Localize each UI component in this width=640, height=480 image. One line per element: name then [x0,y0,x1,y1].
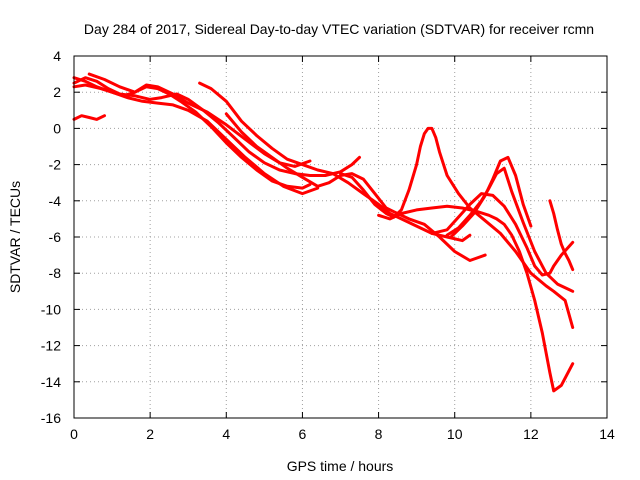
x-tick-label: 10 [447,426,463,442]
data-series [72,72,575,393]
series-track-13 [548,199,575,272]
series-track-8 [339,126,575,329]
y-tick-label: -10 [41,301,61,317]
y-tick-label: -14 [41,374,61,390]
x-tick-label: 12 [523,426,539,442]
y-tick-label: -8 [49,265,62,281]
y-tick-label: -2 [49,157,62,173]
x-axis-label: GPS time / hours [287,458,394,474]
series-track-11 [445,166,575,293]
x-tick-label: 0 [70,426,78,442]
x-tick-label: 4 [222,426,230,442]
y-tick-label: 2 [53,84,61,100]
axis-ticks: 0 2 4 6 8 10 12 14 -16 -14 -12 -10 -8 -6 -4 -2 0 2 4 [41,48,615,442]
x-tick-label: 8 [375,426,383,442]
x-tick-label: 6 [299,426,307,442]
series-track-6 [198,81,472,243]
series-track-9 [377,204,575,393]
series-track-12 [449,155,533,239]
y-tick-label: 0 [53,120,61,136]
y-tick-label: -6 [49,229,62,245]
chart-title: Day 284 of 2017, Sidereal Day-to-day VTE… [84,21,594,37]
series-track-3 [72,83,312,190]
series-track-4 [72,114,106,121]
y-tick-label: -4 [49,193,62,209]
series-track-1 [72,76,320,196]
plot-frame [73,55,608,419]
grid-lines [74,56,607,418]
y-tick-label: -16 [41,410,61,426]
x-tick-label: 14 [599,426,615,442]
y-tick-label: 4 [53,48,61,64]
series-track-10 [430,192,575,277]
x-tick-label: 2 [146,426,154,442]
y-axis-label: SDTVAR / TECUs [7,181,23,293]
y-tick-label: -12 [41,338,61,354]
